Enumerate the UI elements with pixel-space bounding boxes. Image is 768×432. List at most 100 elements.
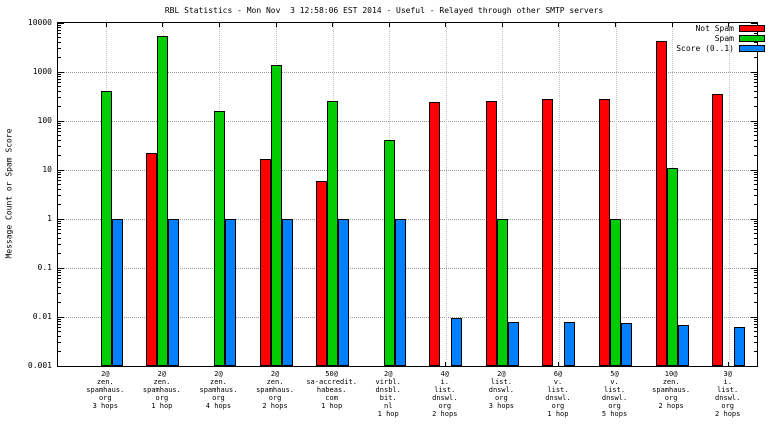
gridline-vertical <box>728 23 730 366</box>
y-minor-tick <box>58 122 61 124</box>
y-minor-tick <box>58 41 61 43</box>
y-minor-tick <box>754 90 757 92</box>
x-tick <box>275 23 277 27</box>
y-minor-tick <box>754 135 757 137</box>
legend-color-swatch <box>739 35 765 42</box>
x-category-label-line: list. <box>490 378 512 386</box>
y-minor-tick <box>58 335 61 337</box>
y-minor-tick <box>754 301 757 303</box>
y-major-tick <box>58 218 64 220</box>
y-minor-tick <box>754 318 757 320</box>
bar-spam-3 <box>270 64 282 366</box>
y-tick-label: 10000 <box>27 17 52 27</box>
y-minor-tick <box>754 244 757 246</box>
y-minor-tick <box>754 282 757 284</box>
x-category-label-line: zen. <box>96 378 114 386</box>
bar-score-0-1--10 <box>677 324 689 366</box>
y-tick-label: 100 <box>37 115 52 125</box>
y-minor-tick <box>754 174 757 176</box>
y-minor-tick <box>58 128 61 130</box>
x-category-label-line: bit. <box>379 394 397 402</box>
y-minor-tick <box>754 229 757 231</box>
y-minor-tick <box>754 139 757 141</box>
x-category-label-line: 10@ <box>664 370 678 378</box>
y-minor-tick <box>58 125 61 127</box>
bar-score-0-1--0 <box>111 219 123 366</box>
y-major-tick <box>751 316 757 318</box>
y-minor-tick <box>58 324 61 326</box>
x-category-label: 5@ v. list. dnswl. org 5 hops <box>602 370 627 418</box>
bar-score-0-1--11 <box>734 326 746 366</box>
x-category-label: 2@ zen. spamhaus. org 2 hops <box>256 370 294 410</box>
bar-score-0-1--9 <box>621 322 633 366</box>
x-category-label-line: org <box>721 402 735 410</box>
x-category-label: 2@ zen. spamhaus. org 3 hops <box>86 370 124 410</box>
y-minor-tick <box>58 76 61 78</box>
y-major-tick <box>751 169 757 171</box>
y-minor-tick <box>58 174 61 176</box>
y-minor-tick <box>754 125 757 127</box>
y-minor-tick <box>58 229 61 231</box>
x-tick <box>501 23 503 27</box>
bar-score-0-1--2 <box>224 219 236 366</box>
y-minor-tick <box>754 272 757 274</box>
y-minor-tick <box>754 233 757 235</box>
y-minor-tick <box>58 321 61 323</box>
x-category-label-line: v. <box>553 378 563 386</box>
bar-score-0-1--7 <box>507 321 519 366</box>
x-tick <box>728 23 730 27</box>
y-minor-tick <box>58 195 61 197</box>
y-minor-tick <box>58 30 61 32</box>
y-tick-label: 10 <box>42 164 52 174</box>
x-category-label-line: 1 hop <box>377 410 399 418</box>
y-minor-tick <box>58 318 61 320</box>
x-category-label-line: spamhaus. <box>142 386 181 394</box>
y-minor-tick <box>58 82 61 84</box>
y-minor-tick <box>754 56 757 58</box>
y-minor-tick <box>754 293 757 295</box>
y-minor-tick <box>754 252 757 254</box>
y-minor-tick <box>58 79 61 81</box>
y-tick-label: 1 <box>47 213 52 223</box>
y-tick-label: 0.01 <box>32 311 52 321</box>
y-minor-tick <box>58 269 61 271</box>
bar-score-0-1--1 <box>168 219 180 366</box>
y-minor-tick <box>58 252 61 254</box>
bar-not-spam-8 <box>542 99 554 366</box>
x-category-label-line: list. <box>717 386 739 394</box>
x-tick <box>558 23 560 27</box>
x-category-label: 2@ virbl. dnsbl. bit. nl 1 hop <box>376 370 401 418</box>
x-category-label-line: dnswl. <box>432 394 458 402</box>
x-category-label-line: list. <box>434 386 456 394</box>
x-category-label-line: org <box>268 394 282 402</box>
legend-item: Not Spam <box>676 24 765 33</box>
x-tick <box>332 23 334 27</box>
y-minor-tick <box>58 223 61 225</box>
y-minor-tick <box>58 293 61 295</box>
y-minor-tick <box>58 97 61 99</box>
bar-spam-1 <box>157 35 169 366</box>
y-minor-tick <box>58 154 61 156</box>
x-category-label-line: dnswl. <box>545 394 571 402</box>
x-category-label: 2@ zen. spamhaus. org 4 hops <box>199 370 237 410</box>
x-category-label-line: zen. <box>210 378 227 386</box>
y-minor-tick <box>754 269 757 271</box>
y-minor-tick <box>754 177 757 179</box>
y-minor-tick <box>58 24 61 26</box>
y-minor-tick <box>58 177 61 179</box>
x-category-label-line: 2@ <box>157 370 167 378</box>
bar-not-spam-7 <box>485 100 497 366</box>
x-category-label-line: 2 hops <box>658 402 684 410</box>
x-category-label: 50@ sa-accredit. habeas. com 1 hop <box>306 370 357 410</box>
gridline-horizontal <box>58 317 757 318</box>
x-category-label-line: org <box>551 402 565 410</box>
x-category-label-line: i. <box>723 378 732 386</box>
x-category-label-line: spamhaus. <box>652 386 691 394</box>
y-minor-tick <box>58 33 61 35</box>
y-minor-tick <box>58 171 61 173</box>
y-minor-tick <box>754 105 757 107</box>
y-minor-tick <box>58 146 61 148</box>
y-major-tick <box>751 365 757 367</box>
y-major-tick <box>751 267 757 269</box>
x-category-label-line: dnsbl. <box>375 386 401 394</box>
